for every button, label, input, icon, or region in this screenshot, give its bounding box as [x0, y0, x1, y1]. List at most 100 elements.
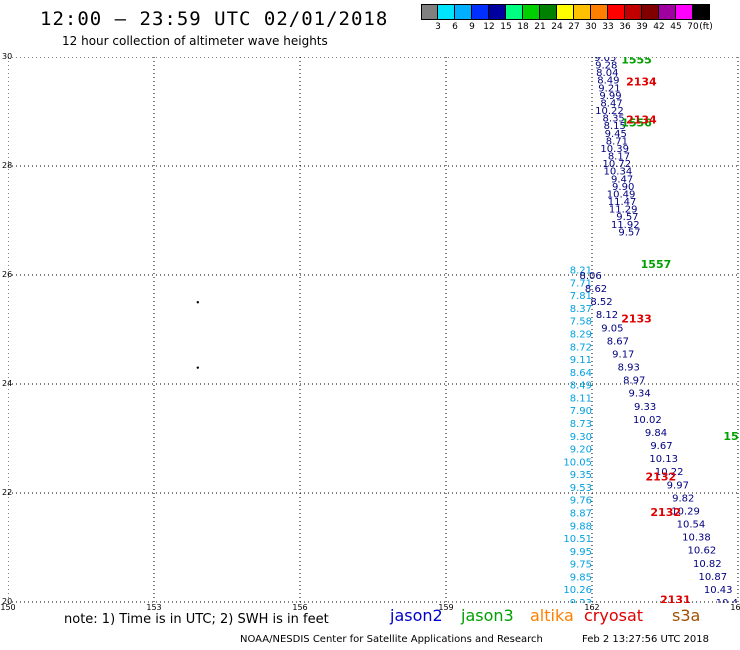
pass-id-label: 1557 [641, 258, 672, 271]
wave-height-label: 10.51 [563, 534, 592, 545]
legend-unit: (ft) [699, 22, 713, 32]
wave-height-label: 9.23 [570, 598, 592, 603]
wave-height-label: 8.12 [596, 310, 618, 321]
wave-height-label: 9.05 [594, 57, 616, 64]
legend-tick: 36 [619, 22, 631, 32]
wave-height-label: 8.67 [607, 336, 629, 347]
legend-tick: 3 [435, 22, 441, 32]
longitude-label: 162 [584, 603, 600, 612]
wave-height-label: 9.53 [570, 483, 592, 494]
island-dot [196, 301, 199, 304]
legend-tick: 18 [517, 22, 529, 32]
latitude-label: 30 [2, 52, 13, 61]
island-dot [196, 366, 199, 369]
footer-timestamp: Feb 2 13:27:56 UTC 2018 [582, 634, 709, 645]
wave-height-label: 8.06 [579, 271, 601, 282]
wave-height-label: 8.15 [604, 121, 626, 132]
map-subtitle: 12 hour collection of altimeter wave hei… [62, 34, 328, 48]
legend-tick: 24 [551, 22, 563, 32]
wave-height-label: 10.26 [563, 585, 592, 596]
legend-swatch [676, 4, 693, 20]
legend-tick: 39 [636, 22, 648, 32]
satellite-s3a-label: s3a [672, 606, 701, 625]
wave-height-label: 10.43 [704, 585, 733, 596]
wave-height-label: 8.21 [570, 266, 592, 277]
wave-height-label: 11.29 [609, 205, 638, 216]
wave-height-label: 10.05 [563, 457, 592, 468]
wave-height-label: 9.99 [599, 91, 621, 102]
wave-height-label: 9.21 [598, 83, 620, 94]
wave-height-label: 9.34 [629, 389, 651, 400]
longitude-label: 159 [438, 603, 454, 612]
wave-height-label: 9.28 [595, 61, 617, 72]
wave-height-label: 8.97 [623, 376, 645, 387]
legend-swatch [540, 4, 557, 20]
legend-tick: 33 [602, 22, 614, 32]
wave-height-label: 9.47 [611, 174, 633, 185]
wave-height-label: 8.64 [570, 368, 592, 379]
wave-height-label: 8.52 [590, 297, 612, 308]
legend-swatch [489, 4, 506, 20]
wave-height-label: 9.76 [570, 496, 592, 507]
legend-swatch [438, 4, 455, 20]
wave-height-label: 9.57 [616, 212, 638, 223]
wave-height-label: 9.20 [570, 445, 592, 456]
wave-height-label: 8.72 [570, 342, 592, 353]
wave-height-label: 8.49 [570, 381, 592, 392]
pass-id-label: 2132 [646, 471, 677, 484]
footer-source: NOAA/NESDIS Center for Satellite Applica… [240, 634, 543, 645]
longitude-label: 153 [146, 603, 162, 612]
wave-height-label: 9.82 [672, 493, 694, 504]
wave-height-label: 10.29 [671, 506, 700, 517]
pass-id-label: 2133 [621, 313, 652, 326]
map-title: 12:00 — 23:59 UTC 02/01/2018 [40, 8, 389, 30]
wave-height-label: 10.22 [655, 467, 684, 478]
pass-id-label: 2132 [650, 506, 681, 519]
legend-swatch [523, 4, 540, 20]
satellite-jason2-label: jason2 [390, 606, 443, 625]
legend-swatch [506, 4, 523, 20]
wave-height-label: 9.97 [667, 480, 689, 491]
latitude-label: 22 [2, 488, 13, 497]
legend-swatch [591, 4, 608, 20]
legend-frame [421, 4, 710, 20]
legend-swatch [421, 4, 438, 20]
wave-height-label: 9.57 [618, 227, 640, 238]
legend-tick: 45 [670, 22, 682, 32]
satellite-altika-label: altika [530, 606, 574, 625]
wave-height-label: 9.33 [634, 402, 656, 413]
latitude-label: 26 [2, 270, 13, 279]
wave-height-label: 10.54 [677, 520, 706, 531]
legend-tick: 12 [483, 22, 495, 32]
legend-tick: 15 [500, 22, 512, 32]
wave-height-label: 9.75 [570, 560, 592, 571]
wave-height-label: 8.93 [618, 363, 640, 374]
wave-height-label: 9.90 [612, 182, 634, 193]
wave-height-label: 10.13 [649, 454, 678, 465]
wave-height-label: 10.34 [604, 167, 633, 178]
legend-tick: 6 [452, 22, 458, 32]
wave-height-label: 11.47 [608, 197, 637, 208]
wave-height-label: 10.38 [682, 533, 711, 544]
wave-height-label: 8.04 [596, 68, 618, 79]
latitude-label: 28 [2, 161, 13, 170]
legend-swatch [557, 4, 574, 20]
wave-height-label: 8.49 [597, 76, 619, 87]
legend-tick: 9 [469, 22, 475, 32]
wave-height-label: 9.67 [650, 441, 672, 452]
wave-height-label: 9.17 [612, 349, 634, 360]
pass-id-label: 2134 [626, 76, 657, 89]
wave-height-label: 10.72 [603, 159, 632, 170]
longitude-label: 156 [292, 603, 308, 612]
longitude-label: 165 [730, 603, 740, 612]
wave-height-label: 9.05 [601, 323, 623, 334]
wave-height-label: 10.39 [600, 144, 629, 155]
pass-id-label: 1558 [723, 430, 739, 443]
wave-height-label: 7.58 [570, 317, 592, 328]
wave-height-label: 8.17 [608, 152, 630, 163]
wave-height-label: 10.02 [633, 415, 662, 426]
wave-height-label: 10.82 [693, 559, 722, 570]
wave-height-label: 8.73 [570, 419, 592, 430]
legend-swatch [659, 4, 676, 20]
wave-height-label: 9.88 [570, 521, 592, 532]
